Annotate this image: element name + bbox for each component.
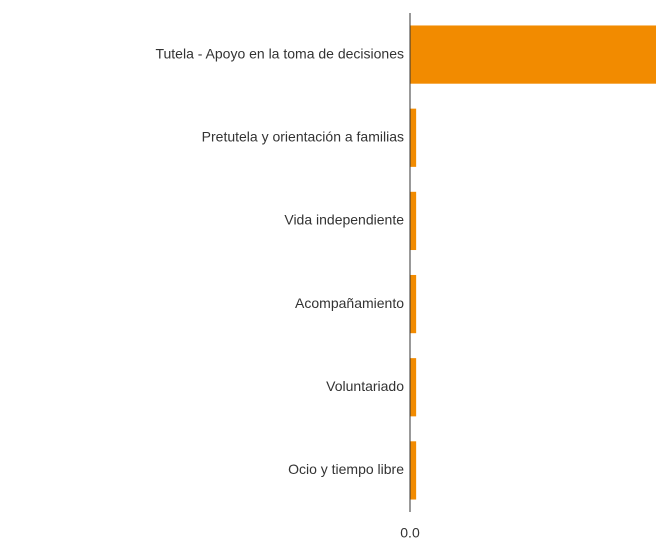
bar	[410, 25, 656, 84]
bar	[410, 441, 417, 500]
y-tick-label: Acompañamiento	[295, 295, 404, 311]
y-tick-label: Pretutela y orientación a familias	[202, 128, 404, 144]
bar	[410, 274, 417, 334]
x-tick-label: 0.0	[400, 525, 420, 541]
y-tick-label: Ocio y tiempo libre	[288, 461, 404, 477]
y-tick-label: Vida independiente	[284, 212, 404, 228]
y-tick-label: Tutela - Apoyo en la toma de decisiones	[155, 45, 404, 61]
bar	[410, 191, 417, 251]
y-tick-label: Voluntariado	[326, 378, 404, 394]
bar	[410, 108, 417, 167]
bar	[410, 358, 417, 417]
